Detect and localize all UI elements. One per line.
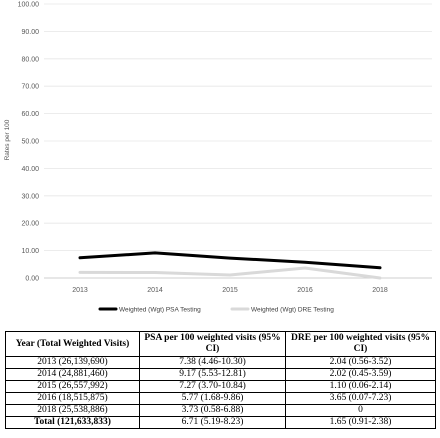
table-row: 2013 (26,139,690) 7.38 (4.46-10.30) 2.04… xyxy=(5,356,436,369)
table-row: 2015 (26,557,992) 7.27 (3.70-10.84) 1.10… xyxy=(5,380,436,393)
series-line xyxy=(78,251,382,270)
y-tick-label: 40.00 xyxy=(21,166,39,173)
y-tick-label: 60.00 xyxy=(21,111,39,118)
y-tick-label: 50.00 xyxy=(21,139,39,146)
table-cell: Total (121,633,833) xyxy=(5,416,140,429)
table-cell: 3.65 (0.07-7.23) xyxy=(285,392,436,405)
table-cell: 1.10 (0.06-2.14) xyxy=(285,380,436,393)
table-row: 2016 (18,515,875) 5.77 (1.68-9.86) 3.65 … xyxy=(5,392,436,405)
y-tick-label: 70.00 xyxy=(21,84,39,91)
y-tick-label: 100.00 xyxy=(18,2,40,9)
table-row: 2018 (25,538,886) 3.73 (0.58-6.88) 0 xyxy=(5,404,436,417)
table-cell: 2.04 (0.56-3.52) xyxy=(285,356,436,369)
table-cell: 7.38 (4.46-10.30) xyxy=(139,356,286,369)
y-tick-labels: 0.00 10.00 20.00 30.00 40.00 50.00 60.00 70.00 8… xyxy=(18,2,40,283)
table-cell: 7.27 (3.70-10.84) xyxy=(139,380,286,393)
x-tick-labels: 2013 2014 2015 2016 2018 xyxy=(72,287,388,294)
y-axis-label: Rates per 100 xyxy=(4,119,11,160)
table-total-row: Total (121,633,833) 6.71 (5.19-8.23) 1.6… xyxy=(5,416,436,429)
table-cell: 0 xyxy=(285,404,436,417)
y-tick-label: 20.00 xyxy=(21,221,39,228)
x-tick-label: 2016 xyxy=(297,287,313,294)
x-tick-label: 2014 xyxy=(147,287,163,294)
table-cell: 2013 (26,139,690) xyxy=(5,356,140,369)
x-tick-label: 2018 xyxy=(372,287,388,294)
table-cell: 3.73 (0.58-6.88) xyxy=(139,404,286,417)
data-table: Year (Total Weighted Visits) PSA per 100… xyxy=(5,331,436,429)
table-cell: 2016 (18,515,875) xyxy=(5,392,140,405)
column-header: PSA per 100 weighted visits (95% CI) xyxy=(139,331,286,357)
y-tick-label: 30.00 xyxy=(21,193,39,200)
table-cell: 2018 (25,538,886) xyxy=(5,404,140,417)
x-tick-label: 2015 xyxy=(222,287,238,294)
y-tick-label: 0.00 xyxy=(25,276,39,283)
column-header: Year (Total Weighted Visits) xyxy=(5,331,140,357)
y-tick-label: 10.00 xyxy=(21,248,39,255)
series-lines xyxy=(78,251,382,280)
table-cell: 2015 (26,557,992) xyxy=(5,380,140,393)
legend-label: Weighted (Wgt) PSA Testing xyxy=(119,307,201,314)
y-tick-label: 80.00 xyxy=(21,56,39,63)
table-cell: 5.77 (1.68-9.86) xyxy=(139,392,286,405)
y-tick-label: 90.00 xyxy=(21,29,39,36)
table-cell: 6.71 (5.19-8.23) xyxy=(139,416,286,429)
table-cell: 9.17 (5.53-12.81) xyxy=(139,368,286,381)
legend: Weighted (Wgt) PSA Testing Weighted (Wgt)… xyxy=(98,307,334,314)
series-line xyxy=(78,266,382,280)
table-header-row: Year (Total Weighted Visits) PSA per 100… xyxy=(5,331,436,357)
x-tick-label: 2013 xyxy=(72,287,88,294)
table-cell: 2.02 (0.45-3.59) xyxy=(285,368,436,381)
line-chart: 0.00 10.00 20.00 30.00 40.00 50.00 60.00 70.00 8… xyxy=(4,2,432,314)
legend-label: Weighted (Wgt) DRE Testing xyxy=(251,307,334,314)
column-header: DRE per 100 weighted visits (95% CI) xyxy=(285,331,436,357)
table-cell: 1.65 (0.91-2.38) xyxy=(285,416,436,429)
table-cell: 2014 (24,881,460) xyxy=(5,368,140,381)
table-row: 2014 (24,881,460) 9.17 (5.53-12.81) 2.02… xyxy=(5,368,436,381)
gridlines xyxy=(44,3,432,279)
